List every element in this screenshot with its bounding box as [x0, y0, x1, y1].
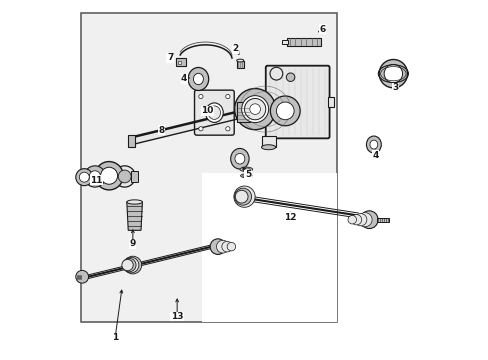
Ellipse shape [188, 67, 208, 90]
Circle shape [226, 242, 235, 251]
Circle shape [234, 89, 275, 130]
Circle shape [241, 96, 268, 123]
Circle shape [79, 172, 89, 182]
Circle shape [95, 162, 123, 190]
Circle shape [89, 171, 101, 182]
Bar [281, 40, 287, 44]
Circle shape [122, 260, 133, 271]
Ellipse shape [208, 106, 220, 120]
Bar [376, 217, 388, 222]
Circle shape [276, 102, 293, 120]
Text: 1: 1 [112, 333, 118, 342]
Bar [261, 136, 275, 147]
Ellipse shape [261, 145, 275, 150]
Circle shape [350, 215, 361, 225]
Bar [286, 37, 320, 46]
Circle shape [122, 258, 136, 272]
Circle shape [210, 239, 225, 255]
Ellipse shape [240, 167, 252, 172]
Bar [237, 102, 249, 122]
Circle shape [101, 167, 118, 184]
Ellipse shape [242, 168, 250, 171]
Circle shape [270, 96, 300, 126]
Circle shape [244, 99, 265, 120]
Text: 13: 13 [171, 312, 183, 321]
Text: 10: 10 [201, 107, 213, 116]
Circle shape [378, 59, 407, 88]
Ellipse shape [240, 174, 251, 178]
Circle shape [357, 213, 371, 227]
Text: 4: 4 [372, 151, 378, 160]
Ellipse shape [366, 136, 381, 153]
Bar [176, 58, 186, 66]
Bar [81, 13, 336, 322]
Circle shape [235, 190, 247, 203]
Text: 4: 4 [181, 75, 187, 84]
Ellipse shape [230, 148, 248, 169]
Circle shape [384, 64, 402, 83]
Text: 6: 6 [319, 25, 325, 34]
Bar [178, 61, 181, 64]
Circle shape [76, 168, 93, 186]
Ellipse shape [234, 153, 244, 164]
Bar [131, 171, 138, 182]
Bar [202, 173, 336, 322]
Text: 3: 3 [391, 84, 397, 93]
Circle shape [360, 211, 377, 229]
Bar [327, 97, 333, 107]
Ellipse shape [126, 200, 142, 204]
Circle shape [118, 170, 131, 183]
Ellipse shape [193, 73, 203, 85]
FancyBboxPatch shape [194, 90, 234, 135]
Text: 5: 5 [244, 170, 251, 179]
Ellipse shape [236, 59, 244, 62]
Circle shape [249, 104, 260, 114]
Circle shape [225, 94, 229, 99]
Polygon shape [129, 109, 247, 145]
Circle shape [234, 188, 251, 205]
Ellipse shape [369, 140, 377, 149]
Text: 8: 8 [158, 126, 164, 135]
Text: 12: 12 [284, 213, 296, 222]
Circle shape [124, 256, 142, 274]
Ellipse shape [205, 103, 223, 122]
Text: 2: 2 [232, 44, 238, 53]
Circle shape [225, 127, 229, 131]
Circle shape [198, 94, 203, 99]
Circle shape [347, 215, 356, 224]
Bar [127, 135, 134, 147]
Circle shape [198, 127, 203, 131]
FancyBboxPatch shape [265, 66, 329, 138]
Circle shape [84, 166, 105, 187]
Text: 9: 9 [129, 239, 136, 248]
Circle shape [233, 186, 255, 207]
Circle shape [123, 257, 139, 273]
Circle shape [216, 240, 229, 253]
Circle shape [222, 241, 232, 252]
Text: 7: 7 [166, 53, 173, 62]
Circle shape [269, 67, 282, 80]
Circle shape [286, 73, 294, 81]
Bar [236, 60, 244, 68]
Circle shape [354, 213, 366, 226]
Ellipse shape [242, 175, 249, 177]
Circle shape [114, 166, 135, 187]
Circle shape [76, 270, 88, 283]
Polygon shape [126, 202, 142, 230]
Text: 11: 11 [90, 176, 102, 185]
